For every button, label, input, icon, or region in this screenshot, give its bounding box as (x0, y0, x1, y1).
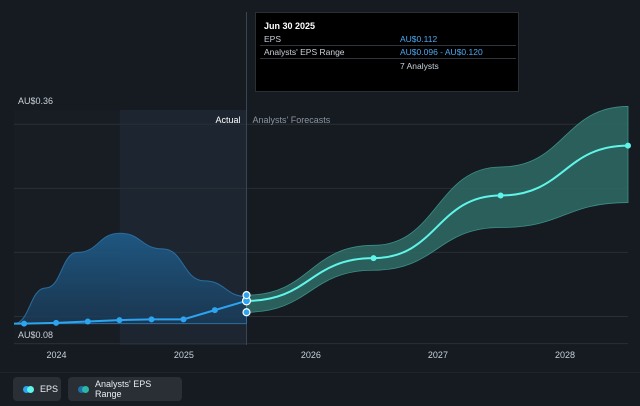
past-range-area (13, 232, 248, 325)
forecast-point-2028-06-30 (625, 142, 631, 149)
forecast-point-2026-06-30 (370, 255, 377, 262)
tooltip-row-eps: EPS AU$0.112 (260, 33, 516, 46)
tooltip-range-label: Analysts' EPS Range (264, 47, 345, 57)
x-tick-2027: 2027 (428, 350, 448, 360)
eps-point-2025-03-31 (211, 307, 218, 314)
legend-item-eps[interactable]: EPS (13, 377, 61, 401)
range-low-point (242, 308, 251, 317)
tooltip-range-value: AU$0.096 - AU$0.120 (400, 47, 483, 57)
y-label-top: AU$0.36 (18, 96, 53, 106)
tooltip-date: Jun 30 2025 (264, 21, 316, 31)
chart-legend: EPS Analysts' EPS Range (0, 372, 640, 406)
eps-tooltip: Jun 30 2025 EPS AU$0.112 Analysts' EPS R… (255, 12, 519, 92)
tooltip-analysts-count: 7 Analysts (400, 61, 439, 71)
tooltip-eps-label: EPS (264, 34, 282, 44)
eps-range-legend-icon (78, 385, 89, 393)
forecast-point-2027-06-30 (497, 192, 504, 199)
forecast-range-band (246, 106, 629, 313)
tooltip-row-range: Analysts' EPS Range AU$0.096 - AU$0.120 (260, 46, 516, 59)
legend-eps-range-label: Analysts' EPS Range (95, 379, 152, 399)
eps-point-2024-12-31 (180, 316, 187, 323)
forecast-label: Analysts' Forecasts (253, 115, 331, 125)
x-tick-2024: 2024 (46, 350, 66, 360)
eps-forecast-line (246, 144, 629, 302)
y-label-bottom: AU$0.08 (18, 330, 53, 340)
eps-point-2024-09-30 (148, 316, 155, 323)
actual-label: Actual (215, 115, 240, 125)
eps-chart: AU$0.36 AU$0.08 Actual Analysts' Forecasts 2… (13, 12, 631, 360)
eps-point-2023-09-30 (21, 320, 28, 327)
eps-legend-icon (23, 385, 34, 393)
x-tick-2026: 2026 (301, 350, 321, 360)
eps-point-2023-12-31 (53, 319, 60, 326)
range-high-point (242, 291, 251, 300)
eps-point-2024-03-31 (84, 318, 91, 325)
tooltip-eps-value: AU$0.112 (400, 34, 438, 44)
x-tick-2028: 2028 (555, 350, 575, 360)
x-tick-2025: 2025 (174, 350, 194, 360)
eps-point-2024-06-30 (116, 317, 123, 324)
legend-eps-label: EPS (40, 384, 59, 394)
legend-item-eps-range[interactable]: Analysts' EPS Range (68, 377, 182, 401)
